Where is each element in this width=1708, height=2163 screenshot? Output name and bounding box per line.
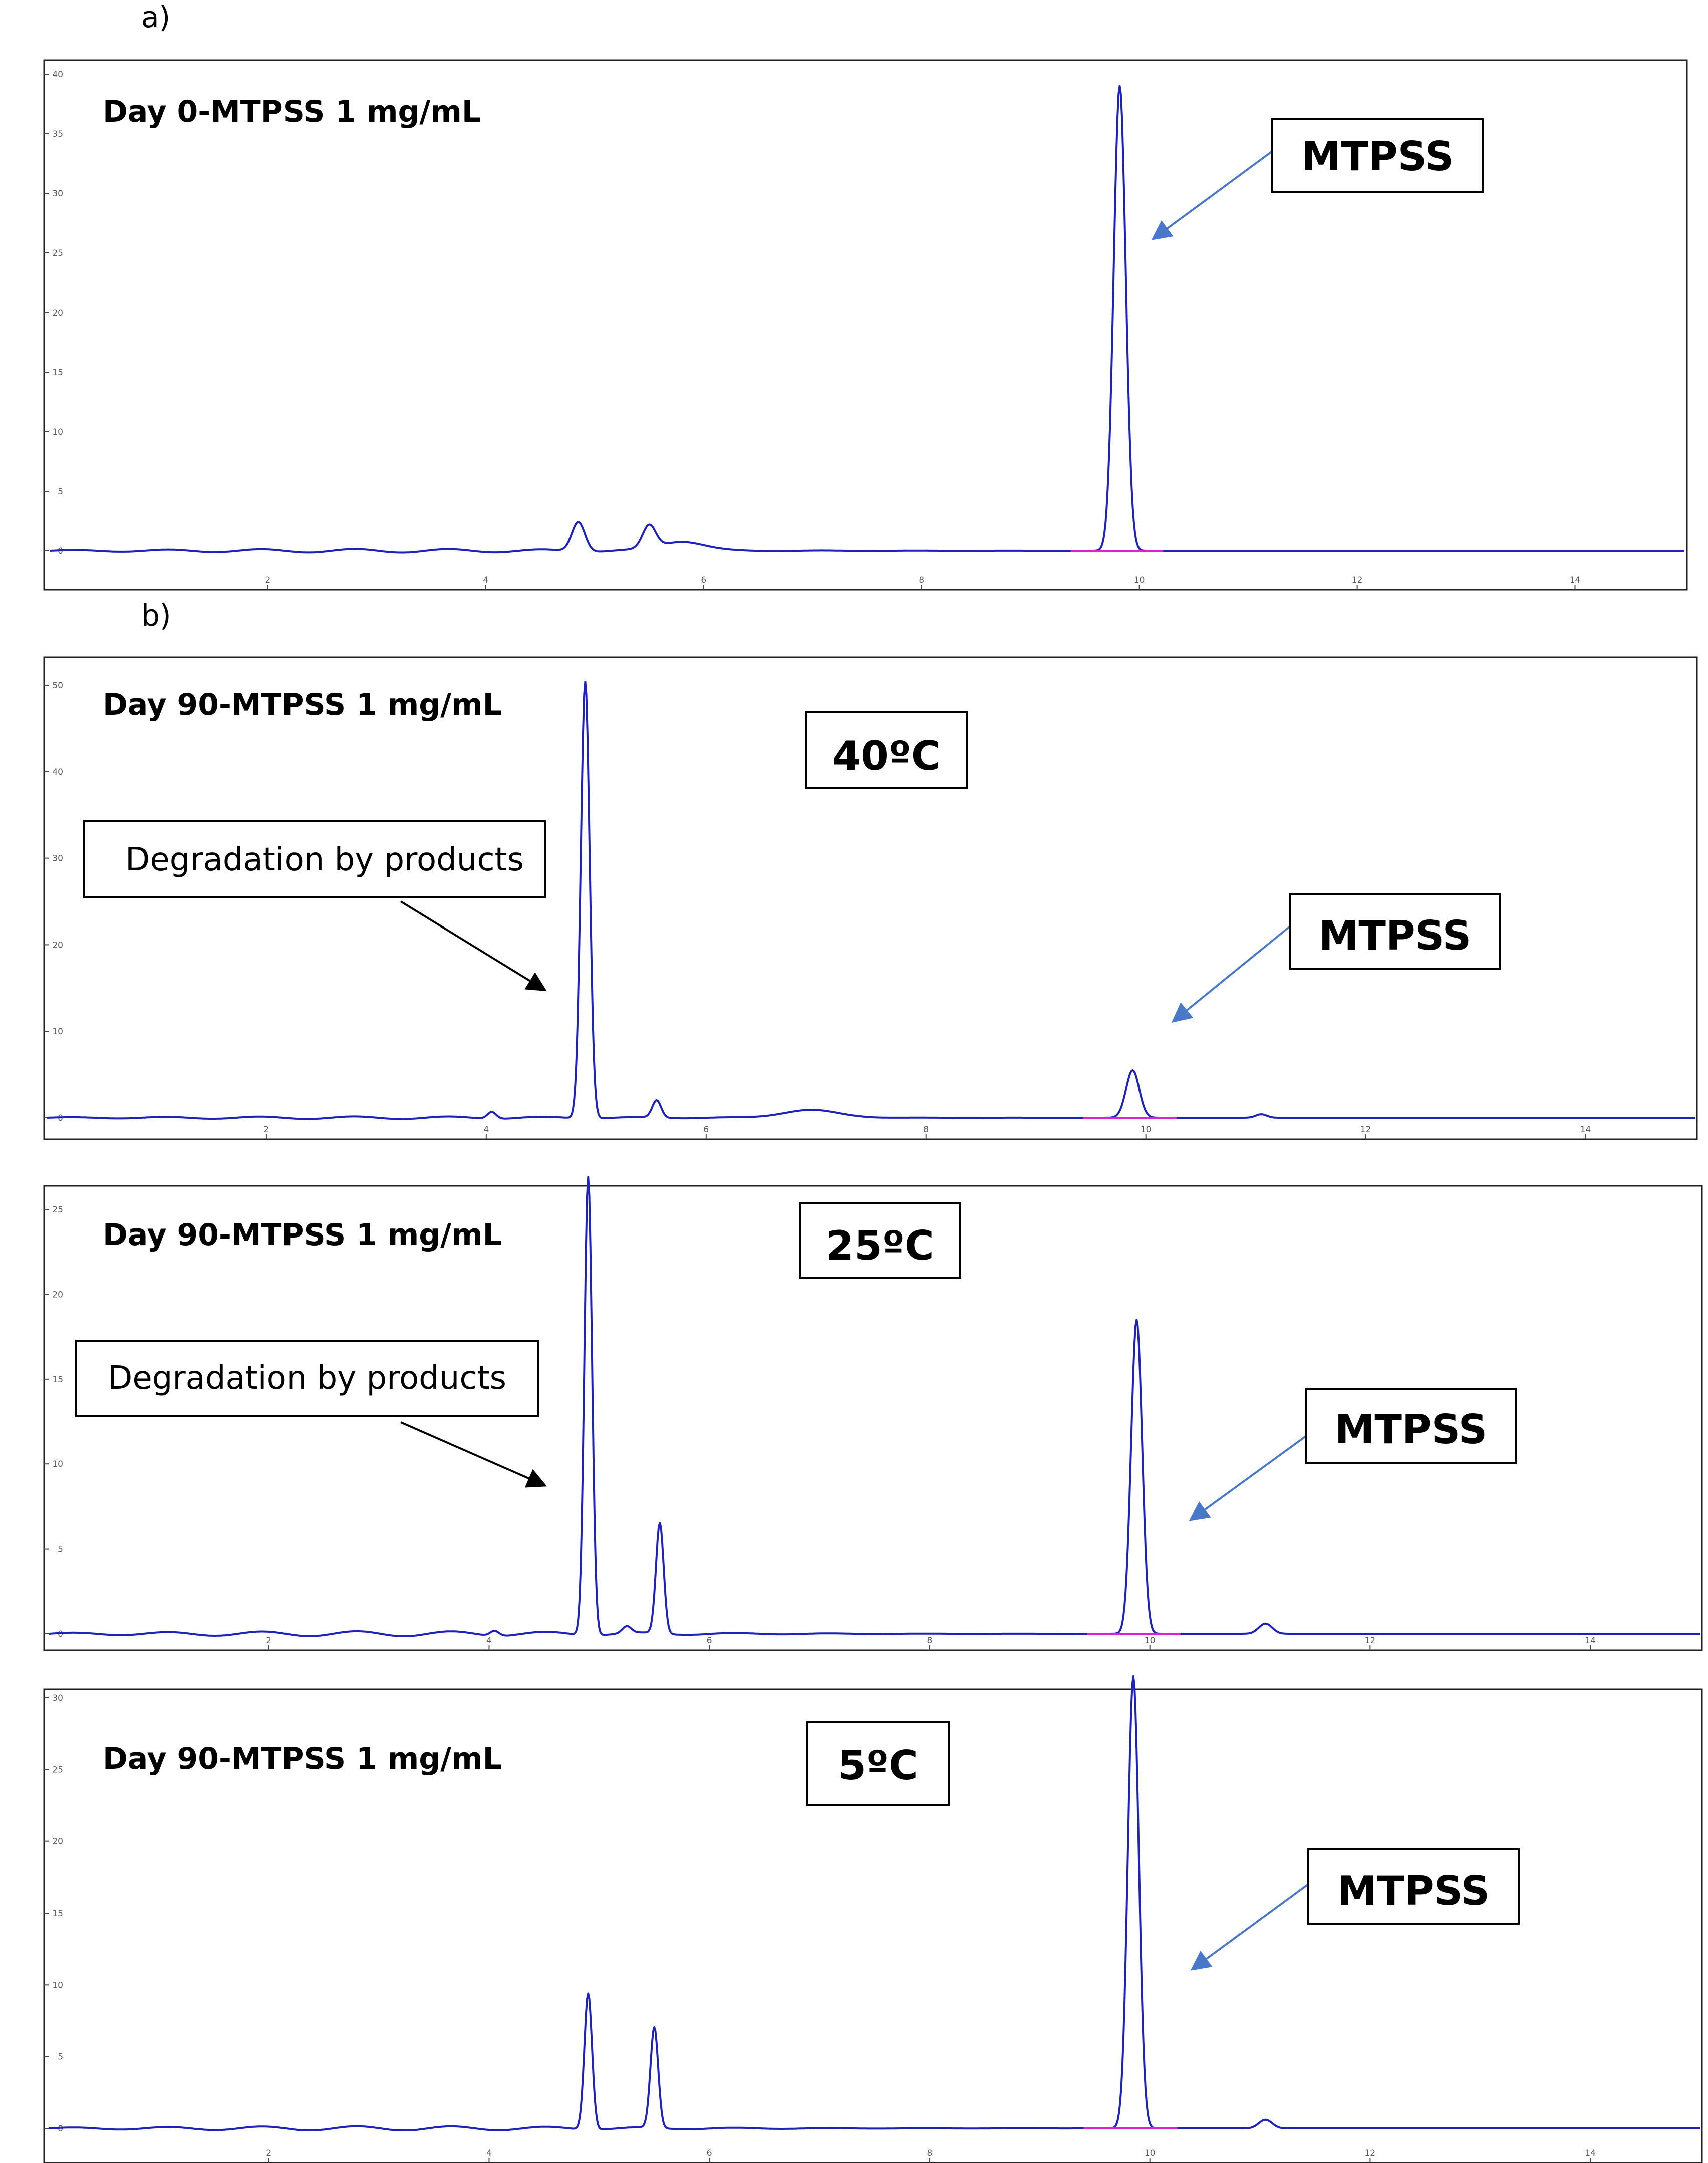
x-tick-label: 4	[486, 1636, 492, 1646]
panel-label-b: b)	[141, 598, 171, 633]
condition-label: 5ºC	[838, 1742, 918, 1789]
x-tick-label: 8	[923, 1125, 929, 1135]
y-tick-label: 5	[58, 487, 63, 497]
x-tick-label: 14	[1580, 1125, 1591, 1135]
x-tick-label: 14	[1570, 575, 1581, 585]
chromatogram-trace	[48, 1176, 1700, 1637]
x-tick-label: 10	[1145, 2148, 1156, 2158]
condition-box	[806, 1721, 950, 1806]
panel-title: Day 90-MTPSS 1 mg/mL	[103, 687, 502, 722]
x-tick-label: 10	[1134, 575, 1145, 585]
x-tick-label: 8	[927, 1636, 933, 1646]
x-tick-label: 6	[707, 1636, 712, 1646]
y-tick-label: 10	[52, 427, 63, 437]
panel-title: Day 90-MTPSS 1 mg/mL	[103, 1741, 502, 1776]
mtpss-label-box	[1289, 893, 1501, 970]
mtpss-label-box	[1271, 118, 1484, 193]
x-tick-label: 6	[707, 2148, 712, 2158]
mtpss-arrow	[1151, 150, 1273, 240]
y-tick-label: 20	[52, 940, 63, 950]
x-tick-label: 6	[701, 575, 706, 585]
chromatogram-trace	[46, 681, 1695, 1120]
condition-label: 25ºC	[826, 1222, 934, 1269]
x-tick-label: 6	[703, 1125, 709, 1135]
degradation-label: Degradation by products	[125, 841, 524, 878]
degradation-label-box	[75, 1340, 539, 1417]
panel-label-a: a)	[141, 0, 171, 34]
plot-frame	[43, 1688, 1703, 2163]
mtpss-arrow	[1171, 925, 1291, 1023]
x-tick-label: 2	[264, 1125, 269, 1135]
x-tick-label: 12	[1360, 1125, 1371, 1135]
x-tick-label: 2	[265, 575, 271, 585]
y-tick-label: 0	[58, 1629, 63, 1639]
x-tick-label: 14	[1585, 2148, 1596, 2158]
plot-frame	[43, 1185, 1703, 1651]
chromatogram-trace	[48, 1675, 1700, 2131]
chromatogram-trace	[50, 85, 1684, 554]
panel-title: Day 0-MTPSS 1 mg/mL	[103, 94, 481, 129]
degradation-label-box	[83, 820, 546, 898]
y-tick-label: 10	[52, 1980, 63, 1990]
mtpss-label: MTPSS	[1337, 1868, 1490, 1914]
mtpss-arrow	[1190, 1883, 1309, 1971]
y-tick-label: 50	[52, 681, 63, 691]
y-tick-label: 0	[58, 2124, 63, 2134]
y-tick-label: 30	[52, 189, 63, 199]
degradation-arrow	[400, 900, 547, 992]
condition-box	[799, 1202, 961, 1279]
y-tick-label: 15	[52, 1909, 63, 1919]
x-tick-label: 4	[483, 1125, 489, 1135]
condition-box	[805, 711, 968, 789]
x-tick-label: 8	[919, 575, 924, 585]
y-tick-label: 20	[52, 1837, 63, 1847]
degradation-label: Degradation by products	[108, 1360, 506, 1397]
x-tick-label: 2	[266, 2148, 271, 2158]
y-tick-label: 30	[52, 1693, 63, 1703]
x-tick-label: 12	[1365, 1636, 1376, 1646]
x-tick-label: 4	[483, 575, 488, 585]
y-tick-label: 15	[52, 1375, 63, 1385]
x-tick-label: 12	[1352, 575, 1363, 585]
x-tick-label: 4	[486, 2148, 492, 2158]
panel-title: Day 90-MTPSS 1 mg/mL	[103, 1217, 502, 1253]
x-tick-label: 8	[927, 2148, 933, 2158]
y-tick-label: 40	[52, 767, 63, 777]
y-tick-label: 5	[58, 2052, 63, 2062]
chromatogram-panel-3: 2 4 6 8 10 12 14 0 5 10 15 20 25 30 Day 90-MTPSS 1 mg/…	[43, 1675, 1703, 2163]
y-tick-label: 25	[52, 1205, 63, 1215]
mtpss-label-box	[1305, 1388, 1517, 1464]
mtpss-label: MTPSS	[1301, 133, 1454, 180]
x-tick-label: 10	[1141, 1125, 1152, 1135]
y-tick-label: 25	[52, 248, 63, 258]
x-tick-label: 2	[266, 1636, 271, 1646]
mtpss-label-box	[1307, 1848, 1520, 1925]
mtpss-label: MTPSS	[1335, 1406, 1487, 1453]
y-tick-label: 35	[52, 129, 63, 139]
mtpss-label: MTPSS	[1319, 912, 1471, 959]
plot-frame	[43, 656, 1698, 1140]
y-tick-label: 20	[52, 308, 63, 318]
condition-label: 40ºC	[832, 733, 940, 779]
plot-frame	[43, 59, 1688, 591]
mtpss-arrow	[1189, 1435, 1307, 1521]
y-tick-label: 20	[52, 1290, 63, 1300]
y-tick-label: 30	[52, 854, 63, 864]
y-tick-label: 25	[52, 1765, 63, 1775]
y-tick-label: 15	[52, 368, 63, 378]
y-tick-label: 40	[52, 70, 63, 80]
y-tick-label: 10	[52, 1459, 63, 1469]
x-tick-label: 10	[1145, 1636, 1156, 1646]
x-tick-label: 12	[1365, 2148, 1376, 2158]
chromatogram-panel-2: 2 4 6 8 10 12 14 0 5 10 15 20 25 Day 90-MTPSS 1 mg/mL…	[43, 1176, 1703, 1651]
y-tick-label: 5	[58, 1544, 63, 1555]
degradation-arrow	[400, 1421, 547, 1488]
y-tick-label: 10	[52, 1027, 63, 1037]
x-tick-label: 14	[1585, 1636, 1596, 1646]
